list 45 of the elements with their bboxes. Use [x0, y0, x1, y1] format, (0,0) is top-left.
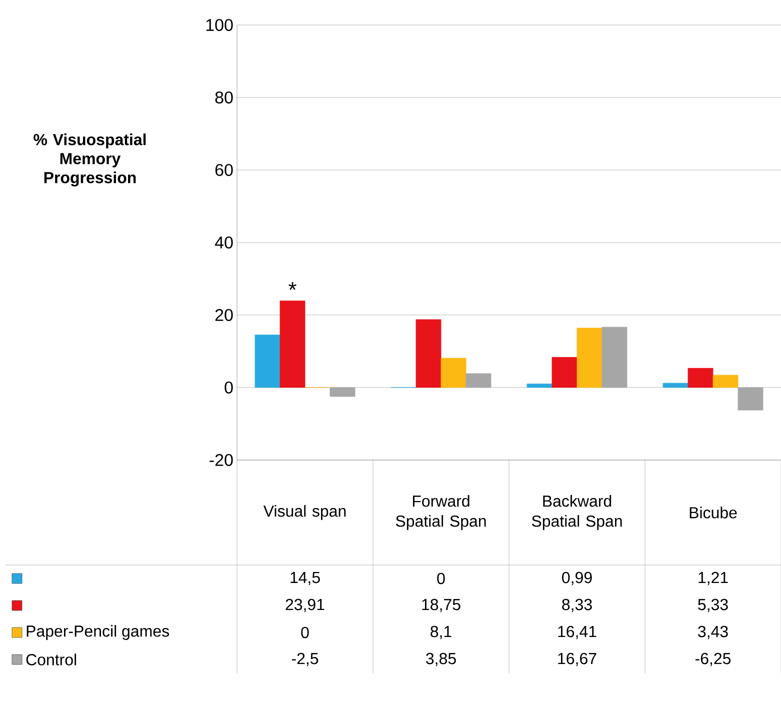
data-label: 3,43: [698, 626, 728, 640]
bar: [552, 357, 578, 388]
y-tick-label: 80: [215, 91, 233, 104]
bar: [602, 326, 628, 388]
bar: [738, 387, 764, 410]
bar: [440, 358, 466, 388]
bar: [688, 368, 714, 388]
x-tick-label: Forward Spatial Span: [396, 495, 486, 530]
bar: [466, 373, 492, 388]
data-label: 1,21: [698, 572, 728, 586]
data-label: -6,25: [695, 652, 731, 666]
legend-label: Control: [26, 654, 76, 666]
x-tick-label: Backward Spatial Span: [532, 495, 622, 530]
data-label: 16,67: [558, 652, 596, 666]
data-label: 5,33: [698, 598, 728, 612]
x-tick-label: Visual span: [263, 505, 346, 520]
data-label: 0: [437, 572, 445, 584]
data-label: 8,1: [430, 626, 452, 640]
bar: [330, 387, 356, 397]
y-tick-label: -20: [210, 454, 233, 466]
y-axis-title: % Visuospatial Memory Progression: [34, 134, 146, 186]
data-label: 3,85: [426, 652, 456, 666]
data-label: 18,75: [422, 598, 460, 612]
bar: [576, 328, 602, 388]
x-tick-label: Bicube: [690, 506, 737, 518]
data-label: 14,5: [290, 572, 320, 586]
data-label: 8,33: [562, 598, 592, 612]
data-label: 16,41: [558, 626, 596, 640]
data-label: 23,91: [286, 598, 324, 612]
y-tick-label: 60: [215, 164, 233, 176]
y-tick-label: 40: [214, 236, 233, 249]
bar: [712, 374, 738, 388]
y-tick-label: 100: [206, 18, 233, 32]
bar: [662, 382, 688, 388]
y-tick-label: 20: [215, 308, 233, 322]
data-label: 0: [301, 626, 309, 638]
data-label: 0,99: [562, 572, 592, 586]
y-tick-label: 0: [224, 381, 233, 394]
bar: [254, 334, 280, 388]
legend-label: Paper-Pencil games: [26, 625, 169, 640]
bar: [526, 384, 552, 388]
annotation: *: [288, 282, 296, 290]
data-label: -2,5: [292, 652, 318, 666]
bar: [416, 319, 442, 388]
bar: [280, 300, 306, 388]
